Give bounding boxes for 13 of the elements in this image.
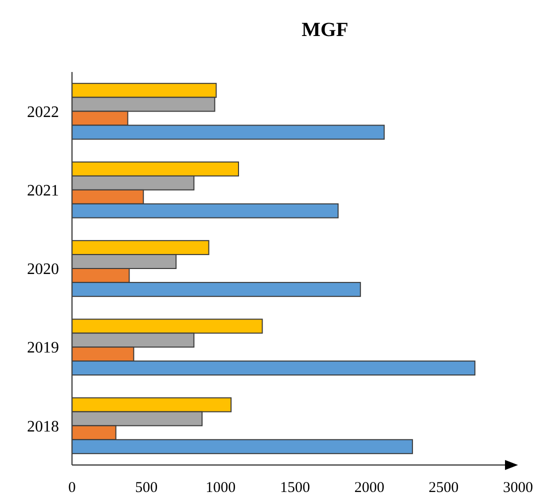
x-tick-label: 2500 bbox=[428, 480, 459, 495]
x-tick-label: 3000 bbox=[503, 480, 533, 495]
x-tick-label: 1500 bbox=[280, 480, 310, 495]
y-tick-label: 2022 bbox=[27, 104, 59, 121]
x-tick-label: 2000 bbox=[354, 480, 384, 495]
y-tick-label: 2018 bbox=[27, 418, 59, 436]
x-tick-label: 500 bbox=[135, 480, 158, 495]
chart-title: MGF bbox=[302, 19, 348, 41]
x-tick-label: 1000 bbox=[206, 480, 236, 495]
y-tick-label: 2020 bbox=[27, 261, 59, 278]
y-tick-label: 2021 bbox=[27, 182, 59, 200]
x-tick-label: 0 bbox=[68, 480, 76, 495]
y-tick-label: 2019 bbox=[27, 340, 59, 357]
